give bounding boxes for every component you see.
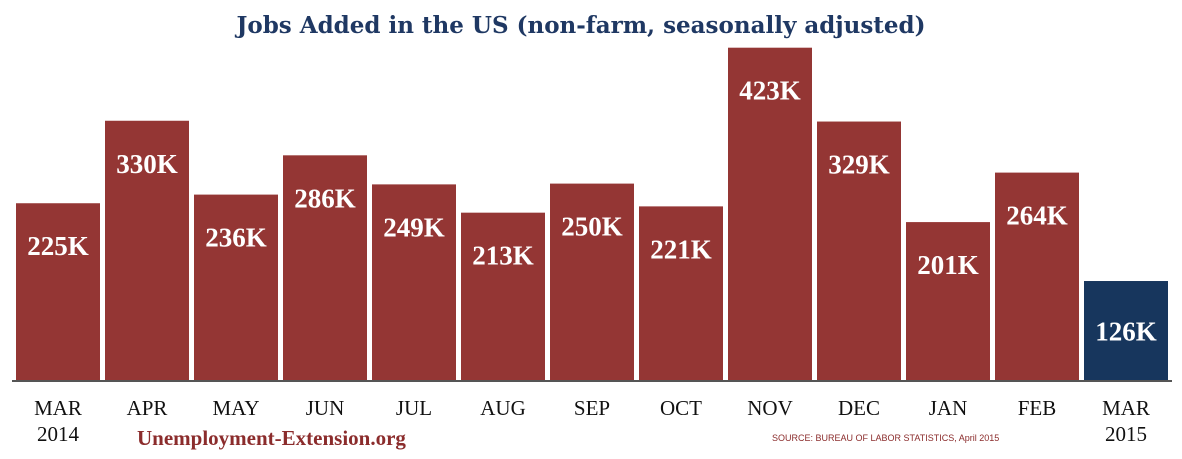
data-label-6: 250K: [561, 212, 623, 242]
x-tick-label-1: APR: [127, 396, 168, 420]
data-label-8: 423K: [739, 76, 801, 106]
bar-9: [817, 121, 901, 380]
data-label-5: 213K: [472, 241, 534, 271]
data-label-1: 330K: [116, 149, 178, 179]
data-label-7: 221K: [650, 234, 712, 264]
x-tick-label-0-year: 2014: [37, 422, 80, 446]
x-tick-label-7: OCT: [660, 396, 702, 420]
bar-12: [1084, 281, 1168, 380]
bar-2: [194, 194, 278, 380]
bar-5: [461, 212, 545, 380]
x-tick-label-4: JUL: [396, 396, 432, 420]
x-tick-label-12: MAR: [1102, 396, 1150, 420]
bar-4: [372, 184, 456, 380]
data-label-10: 201K: [917, 250, 979, 280]
x-tick-label-2: MAY: [212, 396, 259, 420]
data-label-11: 264K: [1006, 201, 1068, 231]
bar-7: [639, 206, 723, 380]
bar-3: [283, 155, 367, 380]
data-label-4: 249K: [383, 212, 445, 242]
bar-0: [16, 203, 100, 380]
x-tick-label-12-year: 2015: [1105, 422, 1147, 446]
bar-10: [906, 222, 990, 380]
x-tick-label-9: DEC: [838, 396, 880, 420]
bar-1: [105, 120, 189, 380]
x-tick-label-10: JAN: [929, 396, 968, 420]
bar-11: [995, 172, 1079, 380]
labels-layer: 225KMAR2014330KAPR236KMAY286KJUN249KJUL2…: [27, 76, 1157, 446]
x-tick-label-0: MAR: [34, 396, 82, 420]
x-tick-label-5: AUG: [480, 396, 526, 420]
data-label-2: 236K: [205, 223, 267, 253]
x-tick-label-8: NOV: [747, 396, 793, 420]
x-tick-label-11: FEB: [1018, 396, 1057, 420]
data-label-3: 286K: [294, 183, 356, 213]
chart-title: Jobs Added in the US (non-farm, seasonal…: [236, 12, 926, 39]
source-note: SOURCE: BUREAU OF LABOR STATISTICS, Apri…: [772, 433, 1000, 443]
x-tick-label-6: SEP: [574, 396, 610, 420]
data-label-9: 329K: [828, 150, 890, 180]
bar-6: [550, 183, 634, 380]
bar-8: [728, 47, 812, 381]
data-label-0: 225K: [27, 231, 89, 261]
watermark-text: Unemployment-Extension.org: [137, 426, 406, 450]
bars-layer: [16, 47, 1168, 381]
x-tick-label-3: JUN: [306, 396, 345, 420]
data-label-12: 126K: [1095, 317, 1157, 347]
